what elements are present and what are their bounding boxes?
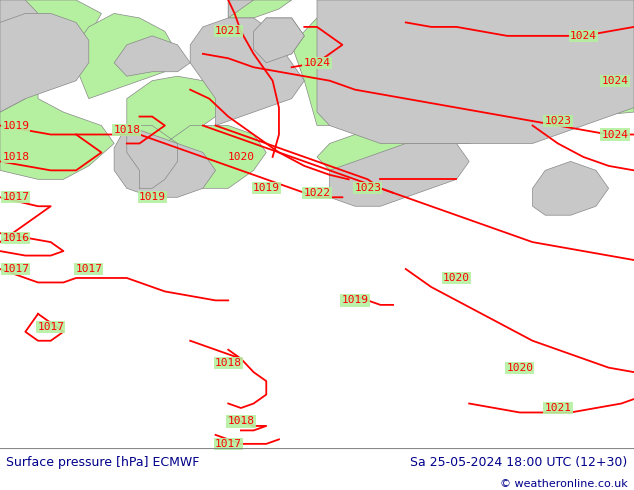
Text: 1023: 1023 xyxy=(545,116,571,126)
Polygon shape xyxy=(533,161,609,215)
Text: 1019: 1019 xyxy=(253,183,280,194)
Polygon shape xyxy=(114,36,190,76)
Text: 1018: 1018 xyxy=(3,152,29,162)
Text: 1020: 1020 xyxy=(228,152,254,162)
Text: 1020: 1020 xyxy=(507,363,533,373)
Polygon shape xyxy=(317,0,634,144)
Polygon shape xyxy=(76,13,178,98)
Text: Surface pressure [hPa] ECMWF: Surface pressure [hPa] ECMWF xyxy=(6,456,200,469)
Text: 1017: 1017 xyxy=(75,264,102,274)
Polygon shape xyxy=(0,0,114,179)
Text: 1024: 1024 xyxy=(570,31,597,41)
Polygon shape xyxy=(317,135,418,171)
Text: 1021: 1021 xyxy=(545,403,571,413)
Text: 1017: 1017 xyxy=(3,192,29,202)
Polygon shape xyxy=(292,0,634,144)
Text: 1020: 1020 xyxy=(443,273,470,283)
Polygon shape xyxy=(228,0,292,18)
Text: 1024: 1024 xyxy=(304,58,330,68)
Text: 1018: 1018 xyxy=(215,358,242,368)
Polygon shape xyxy=(254,18,304,63)
Text: 1017: 1017 xyxy=(37,322,64,332)
Text: 1018: 1018 xyxy=(113,125,140,135)
Polygon shape xyxy=(254,18,304,63)
Text: 1019: 1019 xyxy=(342,295,368,305)
Text: 1017: 1017 xyxy=(3,264,29,274)
Polygon shape xyxy=(0,0,51,112)
Text: 1019: 1019 xyxy=(3,121,29,130)
Polygon shape xyxy=(330,144,469,206)
Text: 1019: 1019 xyxy=(139,192,165,202)
Polygon shape xyxy=(165,125,266,188)
Text: 1022: 1022 xyxy=(304,188,330,198)
Polygon shape xyxy=(114,125,216,197)
Text: 1024: 1024 xyxy=(602,129,628,140)
Text: 1023: 1023 xyxy=(354,183,381,194)
Polygon shape xyxy=(228,0,254,18)
Text: 1021: 1021 xyxy=(215,26,242,36)
Polygon shape xyxy=(127,76,228,144)
Text: 1016: 1016 xyxy=(3,233,29,243)
Polygon shape xyxy=(0,13,89,112)
Polygon shape xyxy=(190,18,304,125)
Text: Sa 25-05-2024 18:00 UTC (12+30): Sa 25-05-2024 18:00 UTC (12+30) xyxy=(410,456,628,469)
Text: 1017: 1017 xyxy=(215,439,242,449)
Text: 1018: 1018 xyxy=(228,416,254,426)
Text: 1024: 1024 xyxy=(602,75,628,86)
Text: © weatheronline.co.uk: © weatheronline.co.uk xyxy=(500,479,628,489)
